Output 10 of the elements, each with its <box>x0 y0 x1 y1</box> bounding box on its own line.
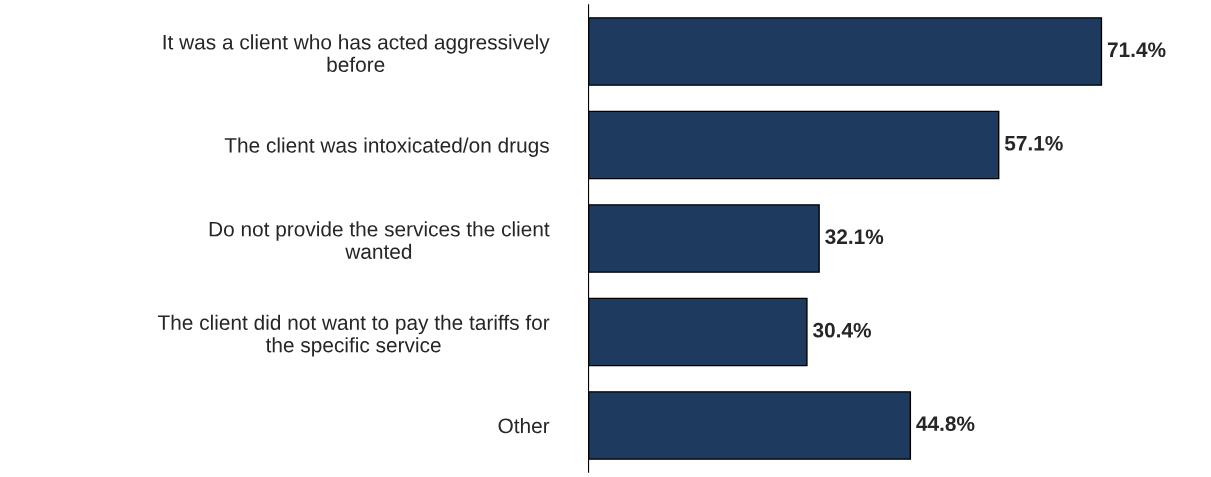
data-label: 44.8% <box>916 416 975 432</box>
y-tick-label: The client did not want to pay the tariffs for the specific service <box>157 314 550 357</box>
data-label: 71.4% <box>1107 42 1166 58</box>
y-tick-label: Do not provide the services the client wanted <box>209 221 550 259</box>
y-tick-label: It was a client who has acted aggressively before <box>163 34 550 72</box>
data-label: 30.4% <box>812 322 871 338</box>
data-label: 32.1% <box>825 229 884 245</box>
y-tick-label: Other <box>498 417 550 434</box>
y-tick-label: The client was intoxicated/on drugs <box>224 137 549 157</box>
data-label: 57.1% <box>1004 135 1063 151</box>
